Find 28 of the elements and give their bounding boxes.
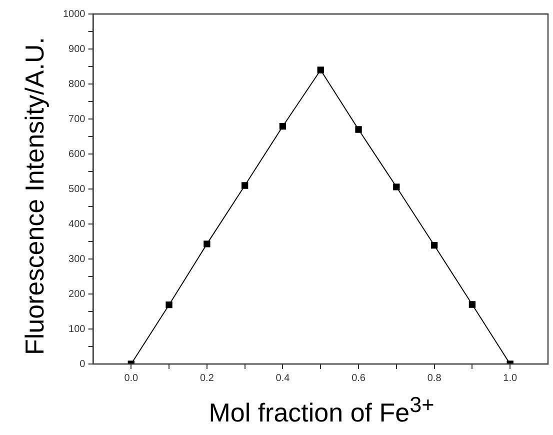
point	[279, 123, 286, 130]
y-axis-title: Fluorescence Intensity/A.U.	[20, 37, 50, 355]
y-tick-label: 600	[68, 148, 86, 160]
x-tick-label: 0.4	[276, 372, 290, 384]
y-tick-label: 900	[68, 44, 86, 55]
y-tick-label: 100	[68, 324, 86, 335]
point	[204, 240, 210, 248]
point	[166, 302, 172, 308]
y-tick-label: 400	[68, 218, 86, 230]
y-tick-label: 500	[68, 184, 86, 195]
point	[393, 184, 400, 190]
y-tick-label: 700	[68, 114, 86, 125]
point	[430, 242, 438, 249]
point	[317, 66, 324, 74]
x-tick-label: 0.6	[352, 372, 366, 384]
point	[242, 182, 248, 189]
y-tick-label: 1000	[62, 8, 86, 20]
y-tick-label: 200	[68, 288, 86, 300]
point	[468, 301, 476, 308]
x-axis-title: Mol fraction of Fe$^{3+}$	[208, 392, 436, 429]
point	[355, 126, 362, 133]
y-tick-label: 800	[68, 78, 86, 90]
x-tick-label: 0.2	[200, 372, 214, 384]
x-tick-label: 1.0	[503, 372, 518, 384]
x-tick-label: 0.0	[124, 372, 139, 384]
y-tick-label: 300	[68, 254, 86, 265]
x-tick-label: 0.8	[427, 372, 442, 384]
y-tick-label: 0	[80, 358, 86, 370]
